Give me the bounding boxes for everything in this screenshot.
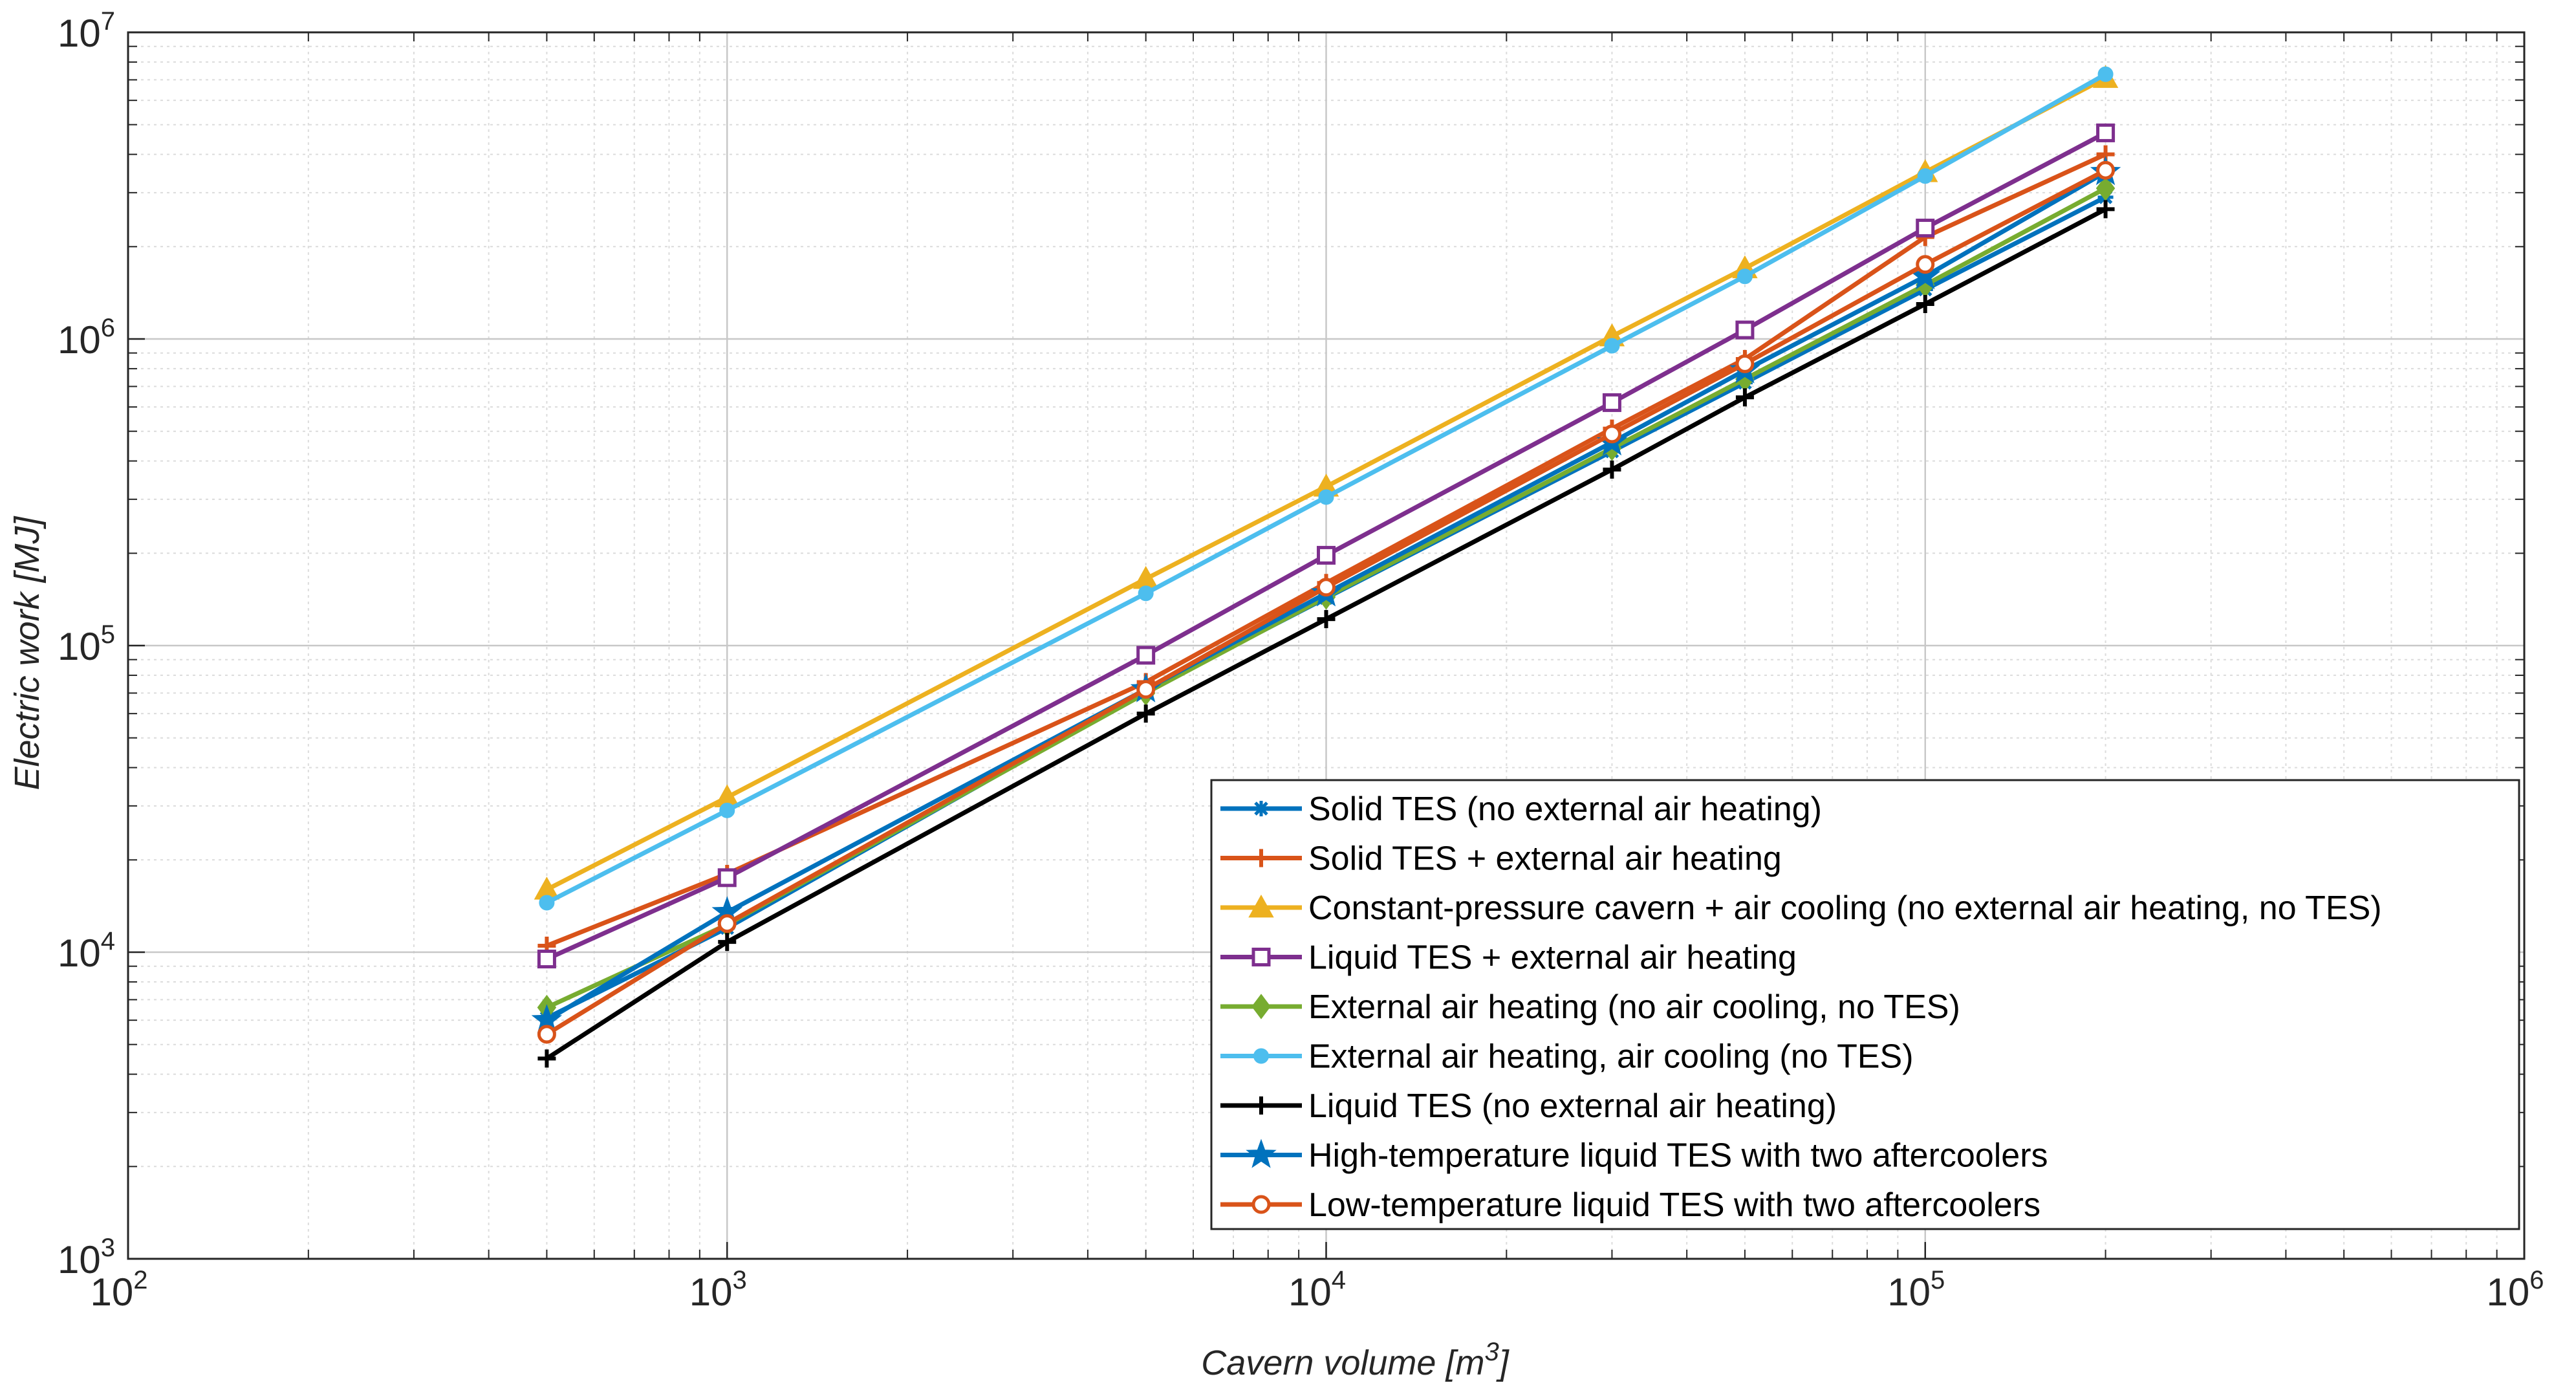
legend-label: Constant-pressure cavern + air cooling (… [1308,889,2382,927]
legend-entry: High-temperature liquid TES with two aft… [1220,1137,2048,1175]
x-axis-label: Cavern volume [m3] [1201,1338,1510,1382]
legend-marker [1251,994,1271,1019]
data-point [2097,66,2114,82]
series-7 [537,200,2115,1068]
legend-box [1210,779,2520,1230]
data-point [718,933,737,952]
data-point [2096,160,2116,180]
y-tick-label: 106 [58,314,115,362]
y-axis-label: Electric work [MJ] [8,515,47,790]
legend-entry: External air heating (no air cooling, no… [1220,988,1960,1026]
legend-marker [1252,849,1270,867]
legend: Solid TES (no external air heating) Solid… [1210,779,2520,1230]
y-tick-label: 103 [58,1234,115,1281]
y-tick-label: 104 [58,927,115,975]
data-point [1737,268,1753,285]
series-line [545,168,2107,1036]
data-point [1735,354,1755,373]
series-4 [537,123,2116,969]
series-line [545,207,2107,1061]
data-point [2096,123,2116,142]
legend-label: Solid TES (no external air heating) [1308,790,1822,828]
legend-label: Solid TES + external air heating [1308,840,1782,878]
series-group [531,65,2121,1068]
data-point [1317,610,1336,629]
legend-entry: Solid TES + external air heating [1220,840,1782,878]
legend-marker [1253,801,1269,816]
data-point [719,802,735,818]
data-point [1603,460,1621,479]
data-point [1317,578,1336,597]
x-tick-label: 103 [689,1266,747,1314]
legend-marker [1251,1195,1271,1214]
x-tick-label: 102 [91,1266,148,1314]
y-tick-label: 107 [58,7,115,55]
data-point [717,914,737,933]
y-tick-label: 105 [58,620,115,668]
data-point [1318,489,1334,505]
legend-entry: Liquid TES (no external air heating) [1220,1087,1837,1125]
data-point [537,1049,556,1068]
series-line [545,76,2107,892]
data-point [1136,646,1156,665]
series-line [545,72,2107,905]
legend-entry: Solid TES (no external air heating) [1220,790,1822,828]
legend-entry: Low-temperature liquid TES with two afte… [1220,1186,2040,1224]
data-point [1136,704,1155,723]
series-line [545,170,2107,1023]
data-point [1317,545,1336,565]
data-point [1916,255,1935,274]
legend-marker [1253,1048,1269,1064]
legend-label: External air heating, air cooling (no TE… [1308,1038,1914,1076]
data-point [1735,388,1754,407]
legend-entry: Liquid TES + external air heating [1220,939,1797,977]
data-point [1735,320,1755,340]
series-6 [539,66,2114,911]
legend-label: Liquid TES (no external air heating) [1308,1087,1837,1125]
legend-entry: External air heating, air cooling (no TE… [1220,1038,1914,1076]
data-point [2096,200,2115,219]
legend-label: External air heating (no air cooling, no… [1308,988,1960,1026]
data-point [2095,175,2116,201]
data-point [1138,585,1154,602]
series-line [545,131,2107,961]
data-point [1602,393,1621,412]
legend-marker [1246,1138,1277,1168]
data-point [1917,168,1933,184]
series-9 [537,160,2116,1044]
legend-label: High-temperature liquid TES with two aft… [1308,1137,2048,1175]
legend-entry: Constant-pressure cavern + air cooling (… [1220,889,2382,927]
data-point [1602,424,1621,444]
data-point [537,950,556,969]
legend-marker [1252,1096,1270,1115]
data-point [1916,294,1934,313]
data-point [539,895,555,911]
legend-marker [1248,894,1274,918]
x-tick-label: 106 [2487,1266,2544,1314]
data-point [1916,219,1935,238]
data-point [1604,338,1620,354]
data-point [537,1025,556,1044]
data-point [717,868,737,888]
legend-label: Liquid TES + external air heating [1308,939,1797,977]
legend-marker [1251,948,1271,966]
x-tick-label: 105 [1887,1266,1945,1314]
legend-label: Low-temperature liquid TES with two afte… [1308,1186,2040,1224]
data-point [1136,680,1156,699]
x-tick-label: 104 [1288,1266,1346,1314]
